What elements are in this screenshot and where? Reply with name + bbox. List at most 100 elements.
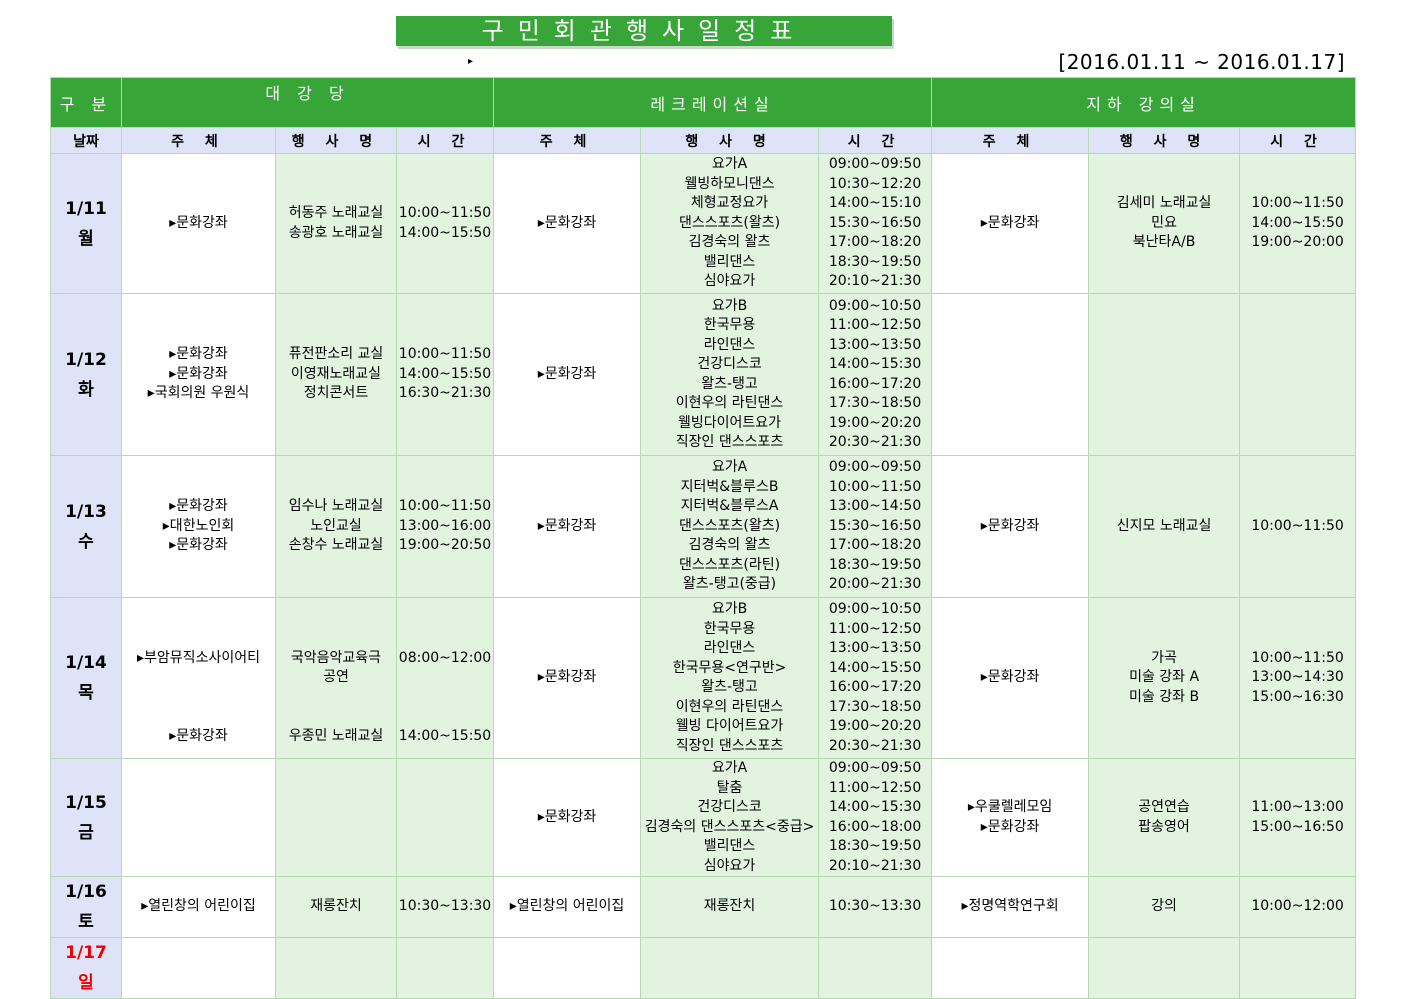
basement-event-cell: 공연연습 팝송영어: [1088, 758, 1241, 877]
time-text: 10:00~11:50 14:00~15:50: [398, 205, 492, 241]
weekday-label: 토: [78, 912, 94, 932]
event-text: 요가B 한국무용 라인댄스 한국무용<연구반> 왈츠-탱고 이현우의 라틴댄스 …: [672, 601, 787, 754]
basement-time-cell: 11:00~13:00 15:00~16:50: [1239, 758, 1357, 877]
date-cell: 1/17 일: [50, 937, 122, 999]
time-text: 08:00~12:00 14:00~15:50: [398, 649, 492, 744]
organizer-text: ▸열린창의 어린이집: [509, 898, 625, 915]
time-text: 10:00~11:50 13:00~14:30 15:00~16:30: [1251, 649, 1344, 705]
time-text: 09:00~09:50 11:00~12:50 14:00~15:30 16:0…: [828, 760, 922, 874]
basement-event-cell: 신지모 노래교실: [1088, 455, 1241, 598]
event-text: 허동주 노래교실 송광호 노래교실: [288, 205, 384, 241]
auditorium-time-cell: 10:00~11:50 14:00~15:50 16:30~21:30: [395, 293, 495, 456]
basement-time-cell: 10:00~11:50 13:00~14:30 15:00~16:30: [1239, 597, 1357, 759]
event-text: 김세미 노래교실 민요 북난타A/B: [1116, 195, 1212, 251]
basement-time-cell: [1239, 293, 1357, 456]
basement-time-cell: 10:00~11:50: [1239, 455, 1357, 598]
recreation-event-cell: 재롱잔치: [640, 876, 820, 938]
recreation-time-cell: 09:00~09:50 10:30~12:20 14:00~15:10 15:3…: [818, 153, 933, 294]
auditorium-organizer-cell: ▸문화강좌 ▸대한노인회 ▸문화강좌: [121, 455, 276, 598]
event-text: 공연연습 팝송영어: [1138, 799, 1190, 835]
auditorium-organizer-cell: [121, 758, 276, 877]
schedule-row: 1/16 토 ▸열린창의 어린이집 재롱잔치 10:30~13:30 ▸열린창의 어린이집…: [50, 876, 1357, 938]
weekday-label: 수: [78, 531, 94, 552]
arrow-marker-icon: ▸: [468, 56, 474, 67]
organizer-text: ▸문화강좌 ▸대한노인회 ▸문화강좌: [162, 498, 235, 554]
time-text: 10:30~13:30: [398, 898, 492, 915]
auditorium-organizer-cell: ▸문화강좌: [121, 153, 276, 294]
basement-event-cell: [1088, 937, 1241, 999]
schedule-row: 1/15 금 ▸문화강좌 요가A 탈춤 건강디스코 김경숙의 댄스스포츠<중급> 밸리…: [50, 758, 1357, 877]
organizer-header: 주 체: [121, 127, 276, 154]
event-text: 요가A 탈춤 건강디스코 김경숙의 댄스스포츠<중급> 밸리댄스 심야요가: [644, 760, 815, 874]
time-text: 09:00~10:50 11:00~12:50 13:00~13:50 14:0…: [828, 601, 922, 754]
date-label: 1/17: [65, 943, 107, 963]
basement-organizer-cell: [931, 937, 1090, 999]
auditorium-time-cell: 08:00~12:00 14:00~15:50: [395, 597, 495, 759]
recreation-organizer-cell: ▸문화강좌: [493, 758, 642, 877]
basement-organizer-cell: [931, 293, 1090, 456]
event-text: 강의: [1151, 898, 1177, 915]
date-cell: 1/16 토: [50, 876, 122, 938]
schedule-row: 1/11 월 ▸문화강좌 허동주 노래교실 송광호 노래교실 10:00~11:50 1…: [50, 153, 1357, 294]
recreation-organizer-cell: ▸문화강좌: [493, 455, 642, 598]
event-text: 재롱잔치: [310, 898, 362, 915]
schedule-row: 1/12 화 ▸문화강좌 ▸문화강좌 ▸국회의원 우원식 퓨전판소리 교실 이영재노래…: [50, 293, 1357, 456]
auditorium-organizer-cell: ▸부암뮤직소사이어티 ▸문화강좌: [121, 597, 276, 759]
event-text: 임수나 노래교실 노인교실 손창수 노래교실: [288, 498, 384, 554]
time-text: 10:00~11:50: [1251, 517, 1344, 534]
organizer-text: ▸문화강좌: [537, 214, 597, 231]
organizer-text: ▸부암뮤직소사이어티 ▸문화강좌: [137, 649, 260, 744]
date-column-header: 날짜: [50, 127, 122, 154]
time-text: 10:30~13:30: [828, 898, 922, 915]
event-text: 국악음악교육극 공연 우종민 노래교실: [288, 649, 384, 744]
basement-time-cell: 10:00~12:00: [1239, 876, 1357, 938]
date-label: 1/14: [65, 653, 107, 673]
date-label: 1/15: [65, 792, 107, 813]
auditorium-event-cell: 임수나 노래교실 노인교실 손창수 노래교실: [275, 455, 397, 598]
date-label: 1/11: [65, 198, 107, 219]
weekday-label: 목: [78, 683, 94, 703]
organizer-header: 주 체: [931, 127, 1090, 154]
date-label: 1/16: [65, 882, 107, 902]
basement-organizer-cell: ▸문화강좌: [931, 153, 1090, 294]
time-text: 09:00~10:50 11:00~12:50 13:00~13:50 14:0…: [828, 297, 922, 451]
room-header-row: 구 분 대 강 당 레크레이션실 지하 강의실: [50, 77, 1357, 128]
time-text: 11:00~13:00 15:00~16:50: [1251, 799, 1344, 835]
basement-event-cell: 가곡 미술 강좌 A 미술 강좌 B: [1088, 597, 1241, 759]
recreation-organizer-cell: ▸문화강좌: [493, 597, 642, 759]
auditorium-organizer-cell: ▸문화강좌 ▸문화강좌 ▸국회의원 우원식: [121, 293, 276, 456]
organizer-text: ▸문화강좌: [537, 365, 597, 382]
recreation-organizer-cell: ▸열린창의 어린이집: [493, 876, 642, 938]
time-header: 시 간: [395, 127, 495, 154]
auditorium-organizer-cell: [121, 937, 276, 999]
auditorium-event-cell: [275, 758, 397, 877]
recreation-organizer-cell: ▸문화강좌: [493, 153, 642, 294]
auditorium-event-cell: [275, 937, 397, 999]
schedule-row: 1/14 목 ▸부암뮤직소사이어티 ▸문화강좌 국악음악교육극 공연 우종민 노래…: [50, 597, 1357, 759]
event-header: 행 사 명: [1088, 127, 1241, 154]
event-header: 행 사 명: [275, 127, 397, 154]
auditorium-time-cell: 10:00~11:50 13:00~16:00 19:00~20:50: [395, 455, 495, 598]
room-header-basement: 지하 강의실: [931, 77, 1357, 128]
basement-organizer-cell: ▸우쿨렐레모임 ▸문화강좌: [931, 758, 1090, 877]
organizer-text: ▸문화강좌: [980, 669, 1040, 686]
basement-time-cell: 10:00~11:50 14:00~15:50 19:00~20:00: [1239, 153, 1357, 294]
organizer-text: ▸문화강좌: [537, 669, 597, 686]
date-cell: 1/13 수: [50, 455, 122, 598]
event-text: 가곡 미술 강좌 A 미술 강좌 B: [1129, 649, 1200, 705]
organizer-text: ▸우쿨렐레모임 ▸문화강좌: [967, 799, 1053, 835]
recreation-event-cell: 요가A 탈춤 건강디스코 김경숙의 댄스스포츠<중급> 밸리댄스 심야요가: [640, 758, 820, 877]
basement-event-cell: [1088, 293, 1241, 456]
column-header-row: 날짜 주 체 행 사 명 시 간 주 체 행 사 명 시 간 주 체 행 사 명…: [50, 127, 1357, 154]
recreation-event-cell: 요가A 웰빙하모니댄스 체형교정요가 댄스스포츠(왈츠) 김경숙의 왈츠 밸리댄…: [640, 153, 820, 294]
event-text: 퓨전판소리 교실 이영재노래교실 정치콘서트: [288, 346, 384, 402]
basement-organizer-cell: ▸정명역학연구회: [931, 876, 1090, 938]
event-text: 신지모 노래교실: [1116, 517, 1212, 534]
date-cell: 1/12 화: [50, 293, 122, 456]
recreation-organizer-cell: [493, 937, 642, 999]
date-cell: 1/11 월: [50, 153, 122, 294]
date-cell: 1/15 금: [50, 758, 122, 877]
auditorium-organizer-cell: ▸열린창의 어린이집: [121, 876, 276, 938]
room-header-recreation: 레크레이션실: [493, 77, 933, 128]
organizer-text: ▸정명역학연구회: [961, 898, 1059, 915]
